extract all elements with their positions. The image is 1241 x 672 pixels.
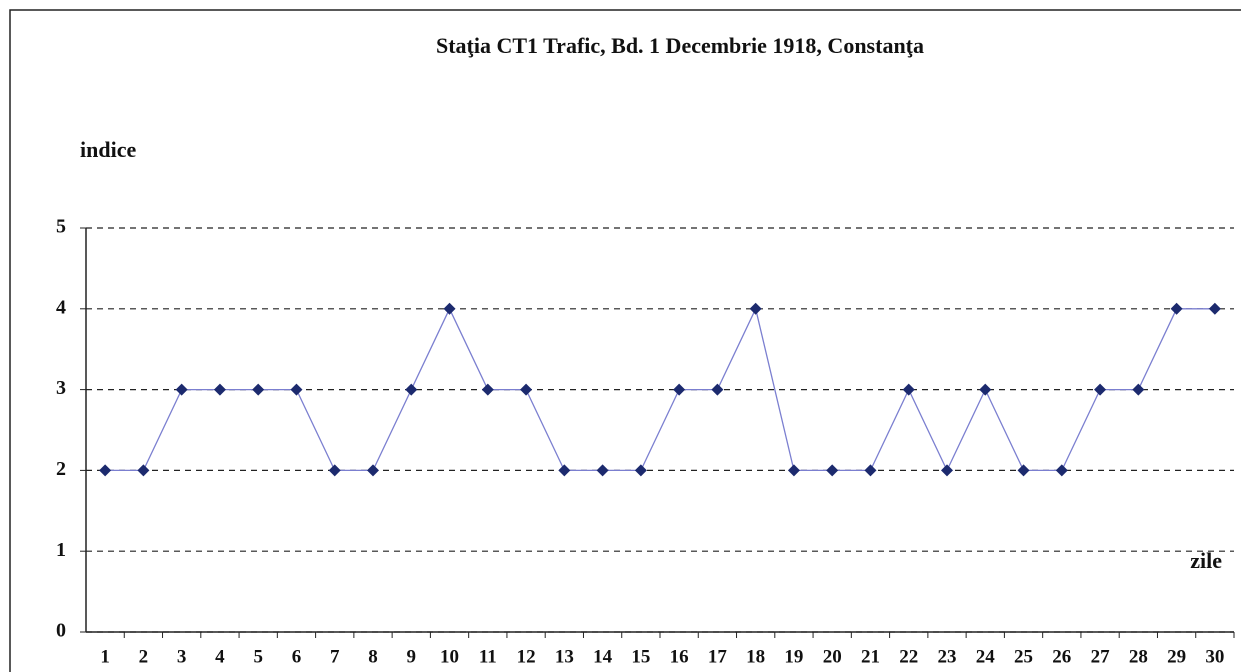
y-tick-label: 2 — [56, 458, 66, 480]
point — [634, 464, 647, 477]
point — [941, 464, 953, 477]
x-tick-label: 12 — [517, 646, 536, 667]
y-tick-label: 0 — [56, 620, 66, 642]
point — [1208, 302, 1221, 315]
x-tick-label: 20 — [823, 646, 842, 667]
x-tick-label: 23 — [938, 646, 957, 667]
point — [902, 383, 915, 396]
point — [290, 383, 303, 396]
x-tick-label: 19 — [784, 646, 803, 667]
point — [137, 464, 150, 477]
x-tick-label: 21 — [861, 646, 880, 667]
point — [1170, 302, 1183, 315]
point — [175, 383, 188, 396]
x-tick-label: 24 — [976, 646, 996, 667]
point — [787, 464, 800, 477]
x-tick-label: 28 — [1129, 646, 1148, 667]
point — [673, 383, 686, 396]
point — [1094, 383, 1107, 396]
x-tick-label: 5 — [253, 646, 263, 667]
x-tick-label: 17 — [708, 646, 728, 667]
x-tick-label: 14 — [593, 646, 613, 667]
x-tick-label: 13 — [555, 646, 574, 667]
point — [749, 302, 762, 315]
series-line — [105, 306, 1215, 472]
x-tick-label: 22 — [899, 646, 918, 667]
x-tick-label: 10 — [440, 646, 459, 667]
x-tick-label: 18 — [746, 646, 765, 667]
point — [979, 383, 992, 396]
x-tick-label: 11 — [479, 646, 497, 667]
point — [405, 383, 418, 396]
point — [443, 302, 456, 315]
x-tick-label: 25 — [1014, 646, 1033, 667]
x-tick-label: 4 — [215, 646, 225, 667]
x-tick-label: 7 — [330, 646, 340, 667]
y-tick-label: 3 — [56, 377, 66, 399]
point — [558, 464, 571, 477]
point — [367, 464, 379, 477]
point — [213, 383, 226, 396]
y-tick-label: 4 — [56, 296, 66, 318]
x-tick-label: 6 — [292, 646, 302, 667]
point — [1017, 464, 1030, 477]
point — [711, 383, 724, 396]
chart-title: Staţia CT1 Trafic, Bd. 1 Decembrie 1918,… — [436, 33, 924, 58]
point — [328, 464, 341, 477]
point — [1132, 383, 1145, 396]
x-tick-label: 27 — [1091, 646, 1111, 667]
x-tick-label: 15 — [631, 646, 650, 667]
y-tick-label: 1 — [56, 539, 66, 561]
point — [99, 464, 112, 477]
point — [252, 383, 265, 396]
point — [596, 464, 609, 477]
x-tick-label: 29 — [1167, 646, 1186, 667]
point — [826, 464, 839, 477]
y-tick-label: 5 — [56, 216, 66, 238]
point — [481, 383, 494, 396]
x-tick-label: 3 — [177, 646, 187, 667]
x-tick-label: 26 — [1052, 646, 1071, 667]
point — [864, 464, 877, 477]
point — [1055, 464, 1068, 477]
x-tick-label: 9 — [407, 646, 417, 667]
x-tick-label: 2 — [139, 646, 149, 667]
x-tick-label: 30 — [1205, 646, 1224, 667]
y-axis-label: indice — [80, 137, 136, 162]
point — [520, 383, 533, 396]
x-tick-label: 8 — [368, 646, 378, 667]
x-tick-label: 16 — [670, 646, 689, 667]
frame — [9, 9, 1241, 672]
x-axis-label: zile — [1190, 548, 1222, 573]
x-tick-label: 1 — [100, 646, 110, 667]
